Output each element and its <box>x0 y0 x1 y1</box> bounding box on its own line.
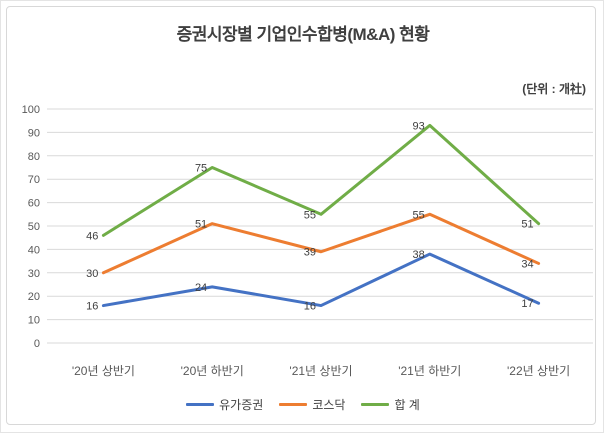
data-label: 51 <box>521 219 533 231</box>
data-label: 46 <box>86 230 98 242</box>
x-axis-tick-label: '20년 하반기 <box>181 364 244 378</box>
data-label: 39 <box>304 247 316 259</box>
data-label: 24 <box>195 282 207 294</box>
y-axis-tick-label: 50 <box>28 221 40 233</box>
data-label: 55 <box>413 209 425 221</box>
x-axis-tick-label: '22년 상반기 <box>507 364 570 378</box>
y-axis-tick-label: 30 <box>28 268 40 280</box>
legend-swatch <box>186 403 215 406</box>
series-line-유가증권 <box>101 252 541 308</box>
data-label: 16 <box>304 301 316 313</box>
data-label: 55 <box>304 209 316 221</box>
legend-label: 유가증권 <box>219 398 264 412</box>
y-axis-tick-label: 20 <box>28 291 40 303</box>
y-axis-tick-label: 70 <box>28 174 40 186</box>
series-line-합계 <box>101 123 541 237</box>
legend-item-1: 유가증권 <box>186 396 263 413</box>
x-axis-tick-label: '21년 상반기 <box>289 364 352 378</box>
x-axis-tick-label: '20년 상반기 <box>72 364 135 378</box>
unit-note: (단위 : 개社) <box>522 82 586 96</box>
data-label: 51 <box>195 219 207 231</box>
data-label: 16 <box>86 301 98 313</box>
data-label: 93 <box>413 120 425 132</box>
y-axis-tick-label: 100 <box>22 104 40 116</box>
y-axis-tick-label: 40 <box>28 244 40 256</box>
legend-swatch <box>361 403 390 406</box>
legend-label: 코스닥 <box>312 398 346 412</box>
y-axis-tick-label: 0 <box>34 338 40 350</box>
legend-label: 합 계 <box>394 398 420 412</box>
data-label: 30 <box>86 268 98 280</box>
data-label: 38 <box>413 249 425 261</box>
legend-swatch <box>279 403 308 406</box>
chart-title: 증권시장별 기업인수합병(M&A) 현황 <box>176 25 430 44</box>
y-axis-tick-label: 60 <box>28 198 40 210</box>
y-axis-tick-label: 90 <box>28 127 40 139</box>
y-axis-tick-label: 10 <box>28 315 40 327</box>
data-label: 75 <box>195 163 207 175</box>
series-line-코스닥 <box>101 212 541 275</box>
legend: 유가증권 코스닥 합 계 <box>1 396 603 413</box>
legend-item-2: 코스닥 <box>279 396 345 413</box>
legend-item-3: 합 계 <box>361 396 420 413</box>
x-axis-tick-label: '21년 하반기 <box>398 364 461 378</box>
data-label: 34 <box>521 258 533 270</box>
data-label: 17 <box>521 298 533 310</box>
y-axis-tick-label: 80 <box>28 151 40 163</box>
